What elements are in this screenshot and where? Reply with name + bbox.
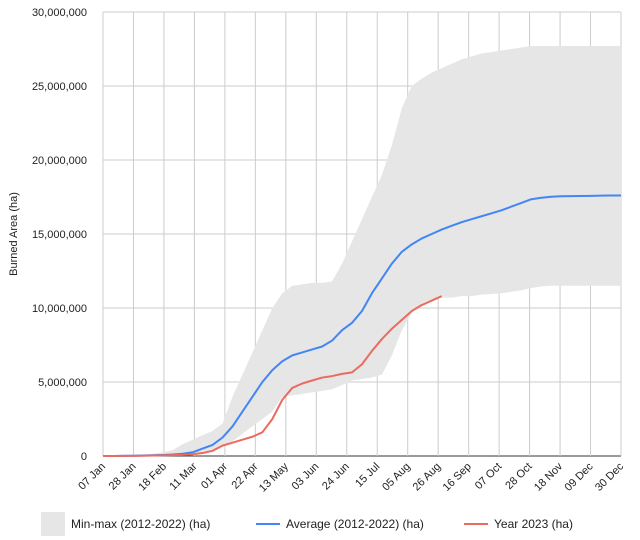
y-tick-label: 20,000,000: [32, 155, 87, 167]
x-tick-label: 18 Nov: [532, 460, 565, 493]
x-tick-label: 15 Jul: [353, 461, 382, 490]
x-tick-label: 09 Dec: [563, 460, 596, 493]
y-tick-label: 0: [81, 451, 87, 463]
legend-label-minmax: Min-max (2012-2022) (ha): [71, 517, 210, 531]
legend: Min-max (2012-2022) (ha) Average (2012-2…: [41, 512, 573, 536]
x-tick-label: 05 Aug: [380, 461, 413, 494]
x-tick-label: 30 Dec: [593, 460, 626, 493]
x-tick-label: 26 Aug: [411, 461, 444, 494]
legend-item-minmax[interactable]: Min-max (2012-2022) (ha): [41, 512, 210, 536]
minmax-band-layer: [103, 46, 621, 456]
x-tick-label: 28 Oct: [503, 461, 534, 492]
x-tick-label: 28 Jan: [107, 461, 139, 493]
x-tick-label: 24 Jun: [320, 461, 352, 493]
y-tick-label: 15,000,000: [32, 229, 87, 241]
x-tick-label: 07 Oct: [473, 461, 504, 492]
x-tick-label: 11 Mar: [167, 460, 199, 492]
x-tick-label: 07 Jan: [76, 461, 108, 493]
x-tick-label: 22 Apr: [229, 460, 260, 491]
legend-swatch-minmax: [41, 512, 65, 536]
y-tick-label: 5,000,000: [38, 377, 87, 389]
y-tick-label: 30,000,000: [32, 7, 87, 19]
y-tick-label: 25,000,000: [32, 81, 87, 93]
legend-label-year-2023: Year 2023 (ha): [494, 517, 573, 531]
x-tick-label: 18 Feb: [136, 461, 169, 494]
minmax-band: [103, 46, 621, 456]
y-tick-labels: 0 5,000,000 10,000,000 15,000,000 20,000,000…: [32, 7, 87, 463]
legend-item-average[interactable]: Average (2012-2022) (ha): [256, 517, 424, 531]
year-2023-line: [103, 295, 443, 457]
legend-label-average: Average (2012-2022) (ha): [286, 517, 424, 531]
series-lines-layer: [103, 194, 621, 457]
x-tick-label: 03 Jun: [290, 461, 322, 493]
x-tick-label: 01 Apr: [199, 460, 230, 491]
y-axis-title: Burned Area (ha): [8, 192, 20, 276]
x-tick-label: 16 Sep: [441, 461, 474, 494]
x-tick-label: 13 May: [257, 460, 291, 494]
legend-item-year-2023[interactable]: Year 2023 (ha): [464, 517, 573, 531]
average-line: [103, 194, 621, 457]
y-tick-label: 10,000,000: [32, 303, 87, 315]
